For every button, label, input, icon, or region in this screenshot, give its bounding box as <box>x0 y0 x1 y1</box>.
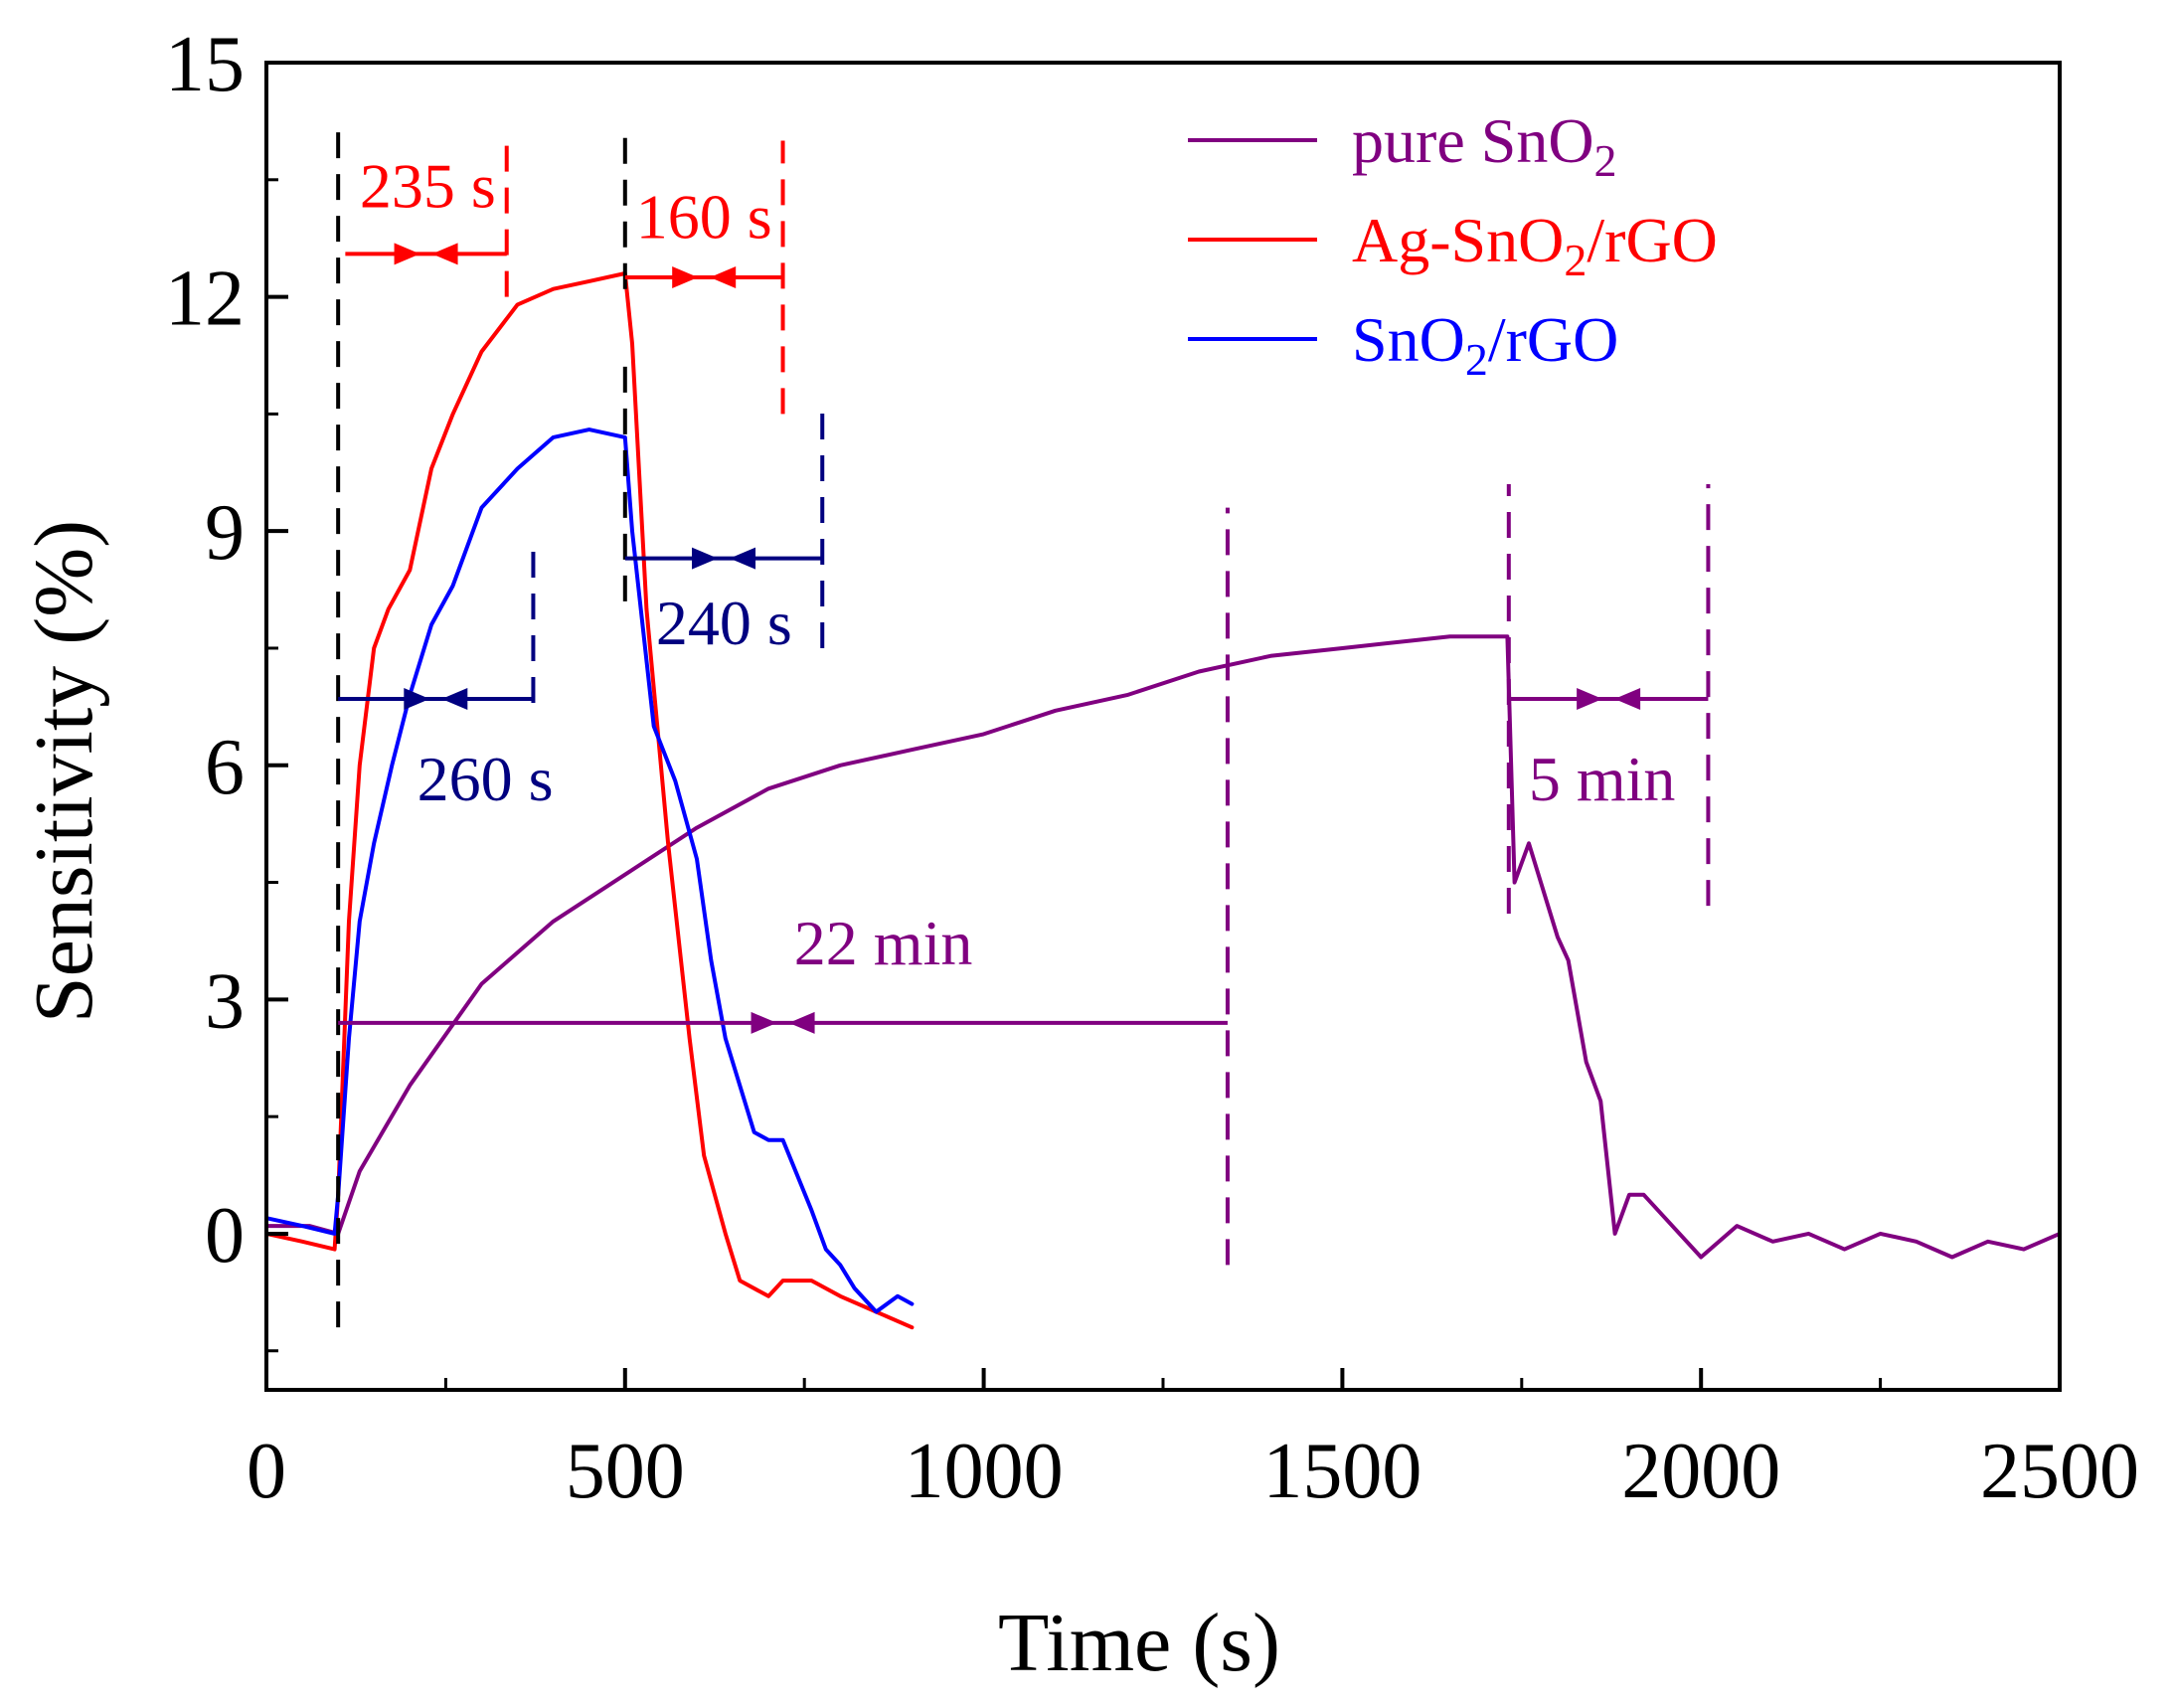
axes-layer: 0 500 1000 1500 2000 2500 0 3 6 9 12 15 <box>165 21 2139 1515</box>
y-axis-title: Sensitivity (%) <box>18 520 110 1023</box>
y-tick-label-0: 0 <box>205 1192 245 1280</box>
bracket-arrow-right <box>751 1011 777 1034</box>
bracket-arrow-left <box>431 243 458 265</box>
legend-label-ag: Ag-SnO2/rGO <box>1352 205 1718 285</box>
x-tick-label-1500: 1500 <box>1262 1428 1421 1515</box>
y-tick-label-12: 12 <box>165 256 245 343</box>
legend: pure SnO2 Ag-SnO2/rGO SnO2/rGO <box>1188 105 1718 385</box>
annotation-layer: 235 s 160 s 260 s 240 s 22 min 5 min <box>336 124 1711 1328</box>
annotation-label: 235 s <box>360 150 496 221</box>
series-line-ag <box>264 271 915 1330</box>
x-tick-label-2000: 2000 <box>1621 1428 1780 1515</box>
series-line-sno2 <box>264 427 915 1314</box>
y-tick-label-6: 6 <box>205 724 245 811</box>
annotation-label: 160 s <box>636 182 772 253</box>
legend-label-sno2: SnO2/rGO <box>1352 304 1618 385</box>
x-tick-label-2500: 2500 <box>1980 1428 2139 1515</box>
bracket-arrow-left <box>730 547 756 570</box>
bracket-arrow-left <box>1614 688 1641 711</box>
bracket-arrow-right <box>404 688 430 711</box>
y-tick-label-9: 9 <box>205 489 245 577</box>
x-tick-label-1000: 1000 <box>905 1428 1064 1515</box>
plot-frame <box>264 61 2062 1392</box>
annotation-label: 260 s <box>418 744 554 814</box>
bracket-arrow-right <box>672 265 699 288</box>
bracket-arrow-left <box>788 1011 815 1034</box>
bracket-arrow-right <box>692 547 719 570</box>
x-tick-label-0: 0 <box>247 1428 286 1515</box>
bracket-arrow-left <box>441 688 468 711</box>
y-tick-label-15: 15 <box>165 21 245 108</box>
annotation-label: 22 min <box>794 908 973 978</box>
series-line-pure <box>264 634 2062 1260</box>
x-axis-title: Time (s) <box>998 1597 1280 1689</box>
bracket-arrow-right <box>394 243 420 265</box>
legend-label-pure: pure SnO2 <box>1352 105 1617 186</box>
x-tick-label-500: 500 <box>566 1428 685 1515</box>
bracket-arrow-left <box>710 265 737 288</box>
bracket-arrow-right <box>1577 688 1603 711</box>
y-tick-label-3: 3 <box>205 957 245 1045</box>
annotation-label: 240 s <box>656 588 792 658</box>
series-layer <box>264 271 2062 1330</box>
annotation-label: 5 min <box>1529 744 1676 814</box>
